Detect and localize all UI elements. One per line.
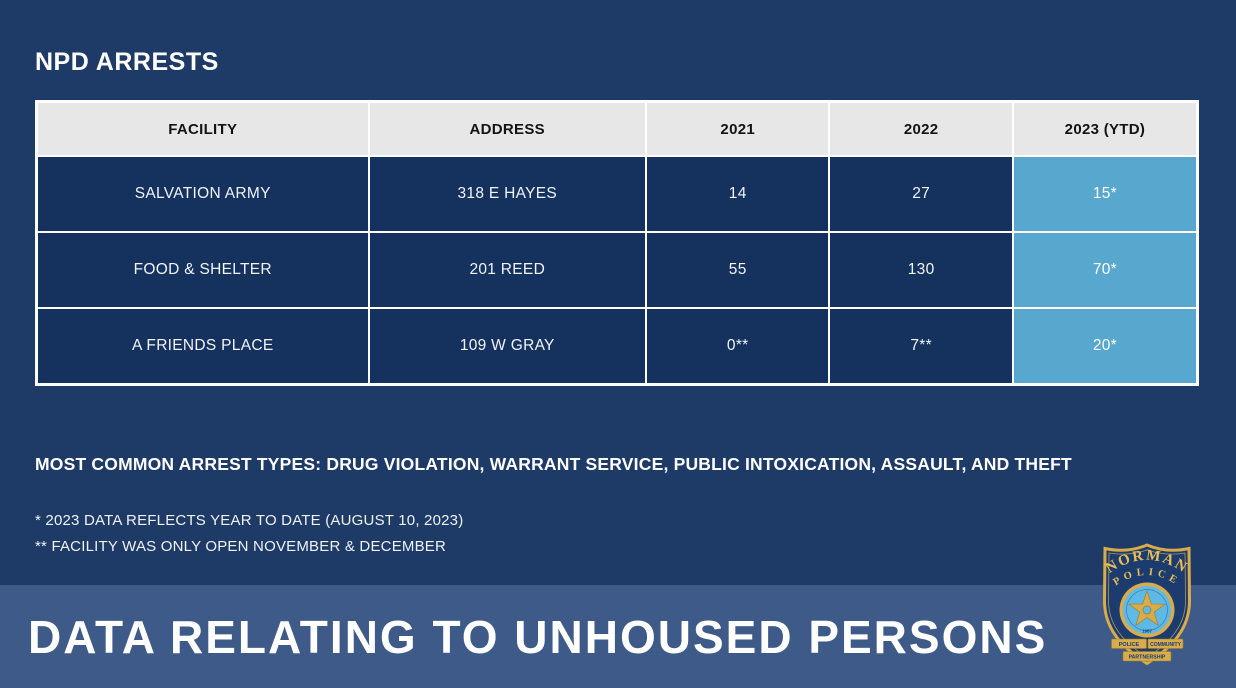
cell-2022: 27 (828, 155, 1014, 233)
cell-address: 109 W GRAY (367, 307, 648, 386)
cell-2023-ytd: 15* (1011, 155, 1199, 233)
column-header-2023-ytd: 2023 (YTD) (1011, 100, 1199, 157)
seal-year-label: 1987 (1142, 629, 1153, 634)
cell-2021: 14 (644, 155, 831, 233)
cell-2022: 130 (828, 231, 1014, 309)
seal-inner-ring (1126, 589, 1168, 631)
seal-center-disc (1142, 605, 1152, 615)
cell-address: 318 E HAYES (367, 155, 648, 233)
banner-title: DATA RELATING TO UNHOUSED PERSONS (28, 610, 1048, 663)
column-header-address: ADDRESS (367, 100, 648, 157)
cell-facility: FOOD & SHELTER (35, 231, 370, 309)
page-title: NPD ARRESTS (35, 48, 219, 76)
table-row: FOOD & SHELTER 201 REED 55 130 70* (35, 231, 1199, 309)
ribbon-police-label: POLICE (1119, 642, 1140, 648)
cell-facility: SALVATION ARMY (35, 155, 370, 233)
bottom-banner: DATA RELATING TO UNHOUSED PERSONS (0, 585, 1236, 688)
ribbon-partnership (1122, 651, 1172, 662)
cell-2021: 0** (644, 307, 831, 386)
cell-2021: 55 (644, 231, 831, 309)
ribbon-police (1111, 638, 1147, 649)
table-row: SALVATION ARMY 318 E HAYES 14 27 15* (35, 155, 1199, 233)
cell-2023-ytd: 20* (1011, 307, 1199, 386)
table-row: A FRIENDS PLACE 109 W GRAY 0** 7** 20* (35, 307, 1199, 386)
norman-police-badge-logo: NORMAN POLICE 1987 POLICE COMMUNITY PART… (1102, 543, 1192, 666)
column-header-facility: FACILITY (35, 100, 370, 157)
ribbon-community (1147, 638, 1184, 649)
ribbon-community-label: COMMUNITY (1150, 642, 1181, 648)
column-header-2021: 2021 (644, 100, 831, 157)
arrests-table: FACILITY ADDRESS 2021 2022 2023 (YTD) SA… (35, 100, 1199, 386)
ribbon-partnership-label: PARTNERSHIP (1129, 655, 1166, 661)
table-header-row: FACILITY ADDRESS 2021 2022 2023 (YTD) (35, 100, 1199, 157)
arrest-types-note: MOST COMMON ARREST TYPES: DRUG VIOLATION… (35, 454, 1072, 474)
footnote-ytd: * 2023 DATA REFLECTS YEAR TO DATE (AUGUS… (35, 512, 464, 529)
column-header-2022: 2022 (828, 100, 1014, 157)
cell-address: 201 REED (367, 231, 648, 309)
cell-facility: A FRIENDS PLACE (35, 307, 370, 386)
cell-2022: 7** (828, 307, 1014, 386)
cell-2023-ytd: 70* (1011, 231, 1199, 309)
footnote-facility-open: ** FACILITY WAS ONLY OPEN NOVEMBER & DEC… (35, 538, 447, 555)
